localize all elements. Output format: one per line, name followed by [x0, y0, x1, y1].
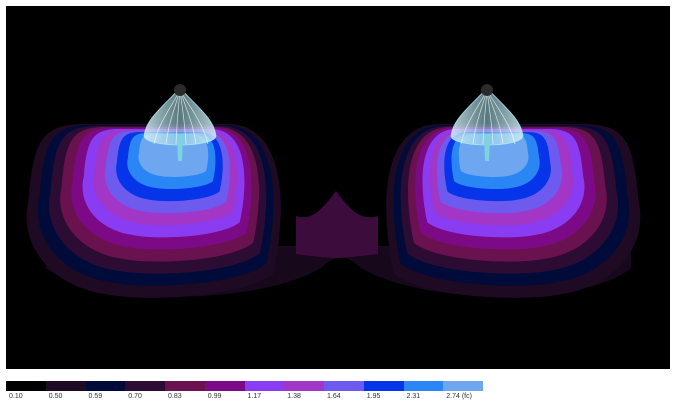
legend-label-7: 1.38	[287, 393, 301, 400]
legend-label-0: 0.10	[9, 393, 23, 400]
isolux-canvas	[26, 84, 641, 298]
legend-label-6: 1.17	[247, 393, 262, 400]
legend-label-9: 1.95	[366, 393, 381, 400]
legend-swatch-0	[6, 381, 46, 391]
legend-swatch-4	[165, 381, 205, 391]
legend-label-2: 0.59	[88, 393, 103, 400]
lamp-stem	[484, 134, 490, 161]
legend-label-3: 0.70	[128, 393, 142, 400]
lamp-canopy	[174, 84, 186, 96]
legend-swatch-1	[45, 381, 86, 391]
legend-swatch-6	[244, 381, 285, 391]
lamp-canopy	[481, 84, 493, 96]
legend-swatch-9	[363, 381, 404, 391]
legend-color-bar	[6, 381, 483, 391]
legend-label-5: 0.99	[207, 393, 222, 400]
legend-label-10: 2.31	[406, 393, 421, 400]
legend-swatch-7	[284, 381, 324, 391]
legend-swatch-8	[324, 381, 364, 391]
light-pool-right	[386, 124, 641, 298]
legend-swatch-11	[443, 381, 483, 391]
legend-label-4: 0.83	[168, 393, 182, 400]
legend-labels: 0.10 0.50 0.59 0.70 0.83 0.99 1.17 1.38 1.64 1.95…	[6, 392, 483, 402]
legend-swatch-2	[85, 381, 126, 391]
legend-swatch-3	[125, 381, 165, 391]
legend-label-1: 0.50	[48, 393, 63, 400]
lamp-stem	[177, 134, 183, 161]
light-pool-left	[26, 124, 281, 298]
illuminance-plot	[6, 6, 670, 369]
legend-swatch-10	[403, 381, 444, 391]
legend-label-11: 2.74 (fc)	[446, 393, 472, 400]
legend-label-8: 1.64	[327, 393, 341, 400]
pendant-light-right	[450, 84, 524, 161]
center-saddle	[296, 191, 378, 258]
pendant-light-left	[143, 84, 217, 161]
legend-swatch-5	[204, 381, 245, 391]
